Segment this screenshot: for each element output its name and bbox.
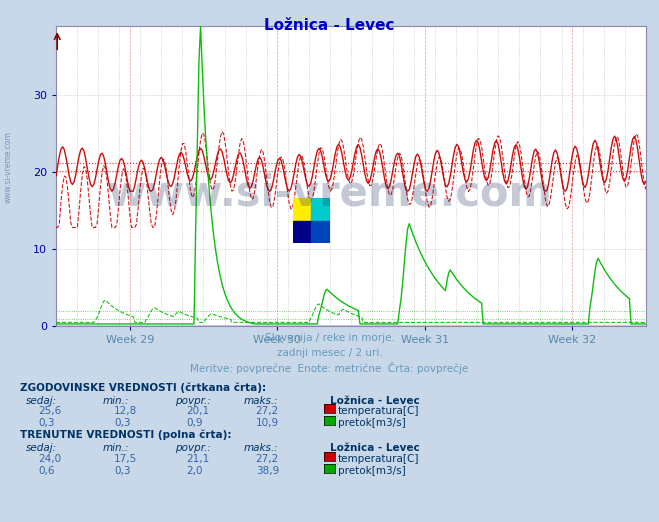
Text: 0,3: 0,3 xyxy=(114,418,130,428)
Text: Slovenija / reke in morje.: Slovenija / reke in morje. xyxy=(264,333,395,343)
Text: 12,8: 12,8 xyxy=(114,406,137,416)
Bar xyxy=(293,220,312,243)
Bar xyxy=(312,198,330,220)
Text: sedaj:: sedaj: xyxy=(26,396,57,406)
Text: 2,0: 2,0 xyxy=(186,466,203,476)
Text: 24,0: 24,0 xyxy=(38,454,61,464)
Text: povpr.:: povpr.: xyxy=(175,396,210,406)
Text: 27,2: 27,2 xyxy=(256,406,279,416)
Text: povpr.:: povpr.: xyxy=(175,443,210,453)
Text: sedaj:: sedaj: xyxy=(26,443,57,453)
Text: ZGODOVINSKE VREDNOSTI (črtkana črta):: ZGODOVINSKE VREDNOSTI (črtkana črta): xyxy=(20,382,266,393)
Text: 10,9: 10,9 xyxy=(256,418,279,428)
Bar xyxy=(312,220,330,243)
Text: maks.:: maks.: xyxy=(244,443,279,453)
Text: 21,1: 21,1 xyxy=(186,454,210,464)
Text: min.:: min.: xyxy=(102,396,129,406)
Text: TRENUTNE VREDNOSTI (polna črta):: TRENUTNE VREDNOSTI (polna črta): xyxy=(20,429,231,440)
Text: 38,9: 38,9 xyxy=(256,466,279,476)
Text: Meritve: povprečne  Enote: metrične  Črta: povprečje: Meritve: povprečne Enote: metrične Črta:… xyxy=(190,362,469,374)
Text: 0,6: 0,6 xyxy=(38,466,55,476)
Text: 0,3: 0,3 xyxy=(38,418,55,428)
Text: Ložnica - Levec: Ložnica - Levec xyxy=(330,443,419,453)
Text: 25,6: 25,6 xyxy=(38,406,61,416)
Text: 0,9: 0,9 xyxy=(186,418,203,428)
Text: temperatura[C]: temperatura[C] xyxy=(338,406,420,416)
Text: temperatura[C]: temperatura[C] xyxy=(338,454,420,464)
Text: 27,2: 27,2 xyxy=(256,454,279,464)
Bar xyxy=(293,198,312,220)
Text: www.si-vreme.com: www.si-vreme.com xyxy=(3,131,13,203)
Text: Ložnica - Levec: Ložnica - Levec xyxy=(264,18,395,33)
Text: 20,1: 20,1 xyxy=(186,406,210,416)
Text: pretok[m3/s]: pretok[m3/s] xyxy=(338,466,406,476)
Text: zadnji mesec / 2 uri.: zadnji mesec / 2 uri. xyxy=(277,348,382,358)
Text: pretok[m3/s]: pretok[m3/s] xyxy=(338,418,406,428)
Text: maks.:: maks.: xyxy=(244,396,279,406)
Text: 17,5: 17,5 xyxy=(114,454,137,464)
Text: www.si-vreme.com: www.si-vreme.com xyxy=(107,172,552,214)
Text: Ložnica - Levec: Ložnica - Levec xyxy=(330,396,419,406)
Text: 0,3: 0,3 xyxy=(114,466,130,476)
Text: min.:: min.: xyxy=(102,443,129,453)
